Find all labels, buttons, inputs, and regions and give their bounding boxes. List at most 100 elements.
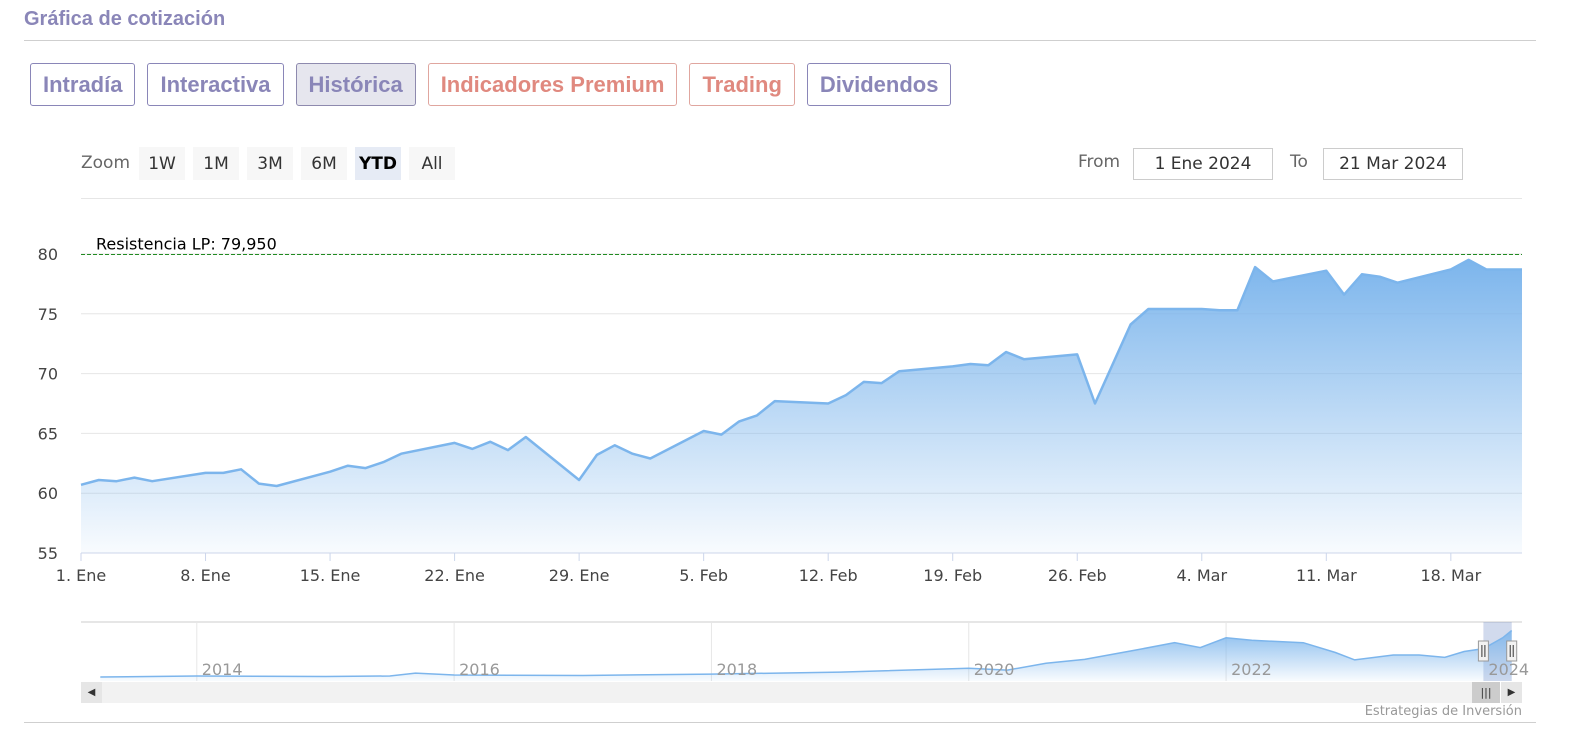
x-tick-label: 5. Feb (679, 566, 728, 585)
zoom-all-button[interactable]: All (409, 147, 455, 180)
price-point[interactable] (1320, 265, 1332, 277)
price-point[interactable] (1196, 303, 1208, 315)
price-point[interactable] (840, 389, 852, 401)
price-point[interactable] (1000, 346, 1012, 358)
x-tick-label: 19. Feb (923, 566, 982, 585)
price-point[interactable] (965, 358, 977, 370)
price-point[interactable] (1231, 304, 1243, 316)
scrollbar-track[interactable] (102, 682, 1481, 703)
price-point[interactable] (733, 415, 745, 427)
x-tick-label: 4. Mar (1177, 566, 1228, 585)
tab-indicadores-premium[interactable]: Indicadores Premium (427, 63, 678, 106)
price-point[interactable] (822, 398, 834, 410)
price-point[interactable] (1374, 271, 1386, 283)
price-point[interactable] (627, 448, 639, 460)
navigator-handle[interactable] (1477, 640, 1489, 662)
price-area (81, 259, 1522, 553)
y-tick-label: 60 (38, 484, 58, 503)
price-point[interactable] (146, 475, 158, 487)
price-point[interactable] (769, 395, 781, 407)
price-point[interactable] (1356, 268, 1368, 280)
price-point[interactable] (715, 429, 727, 441)
price-point[interactable] (1445, 264, 1457, 276)
price-point[interactable] (1107, 358, 1119, 370)
navigator-year-label: 2022 (1231, 660, 1272, 679)
tab-trading[interactable]: Trading (689, 63, 795, 106)
y-tick-label: 55 (38, 544, 58, 563)
handle-grip-icon (1506, 640, 1518, 662)
arrow-right-icon: ▶ (1507, 687, 1516, 698)
price-point[interactable] (217, 467, 229, 479)
price-point[interactable] (324, 466, 336, 478)
price-point[interactable] (1089, 398, 1101, 410)
price-point[interactable] (377, 456, 389, 468)
zoom-6m-button[interactable]: 6M (301, 147, 347, 180)
price-point[interactable] (573, 474, 585, 486)
x-tick-label: 15. Ene (300, 566, 361, 585)
x-tick-label: 22. Ene (424, 566, 485, 585)
price-point[interactable] (1267, 276, 1279, 288)
scroll-right-button[interactable]: ▶ (1501, 682, 1522, 703)
grip-icon: ||| (1480, 686, 1492, 699)
zoom-1m-button[interactable]: 1M (193, 147, 239, 180)
price-point[interactable] (449, 437, 461, 449)
price-point[interactable] (609, 439, 621, 451)
price-point[interactable] (591, 449, 603, 461)
price-point[interactable] (253, 478, 265, 490)
zoom-3m-button[interactable]: 3M (247, 147, 293, 180)
price-point[interactable] (893, 365, 905, 377)
price-point[interactable] (1142, 303, 1154, 315)
price-line (80, 258, 1522, 488)
price-point[interactable] (360, 462, 372, 474)
from-label: From (1078, 152, 1121, 172)
tab-dividendos[interactable]: Dividendos (806, 63, 952, 106)
price-point[interactable] (858, 376, 870, 388)
price-point[interactable] (484, 436, 496, 448)
price-point[interactable] (342, 460, 354, 472)
price-point[interactable] (1071, 348, 1083, 360)
price-point[interactable] (876, 377, 888, 389)
price-point[interactable] (1214, 304, 1226, 316)
price-point[interactable] (1480, 264, 1492, 276)
price-point[interactable] (1338, 289, 1350, 301)
price-point[interactable] (698, 425, 710, 437)
price-point[interactable] (271, 480, 283, 492)
price-point[interactable] (75, 479, 87, 491)
price-point[interactable] (751, 409, 763, 421)
price-point[interactable] (1463, 254, 1475, 266)
price-point[interactable] (235, 463, 247, 475)
to-date-input[interactable]: 21 Mar 2024 (1323, 148, 1463, 180)
price-point[interactable] (982, 359, 994, 371)
price-point[interactable] (1249, 261, 1261, 273)
price-point[interactable] (93, 474, 105, 486)
price-point[interactable] (111, 475, 123, 487)
price-point[interactable] (947, 360, 959, 372)
tab-intradia[interactable]: Intradía (30, 63, 136, 106)
navigator-area (100, 630, 1512, 681)
price-point[interactable] (502, 444, 514, 456)
x-tick-label: 26. Feb (1048, 566, 1107, 585)
zoom-ytd-button[interactable]: YTD (355, 147, 401, 180)
tab-historica[interactable]: Histórica (295, 63, 416, 106)
y-tick-label: 80 (38, 245, 58, 264)
price-point[interactable] (1125, 319, 1137, 331)
arrow-left-icon: ◀ (87, 687, 96, 698)
price-point[interactable] (1392, 277, 1404, 289)
price-point[interactable] (1018, 353, 1030, 365)
navigator-handle[interactable] (1506, 640, 1518, 662)
price-point[interactable] (1498, 264, 1510, 276)
price-point[interactable] (395, 448, 407, 460)
price-point[interactable] (128, 472, 140, 484)
scrollbar-thumb[interactable]: ||| (1472, 682, 1500, 703)
zoom-1w-button[interactable]: 1W (139, 147, 185, 180)
tab-interactiva[interactable]: Interactiva (147, 63, 284, 106)
bottom-divider (24, 722, 1536, 723)
scroll-left-button[interactable]: ◀ (81, 682, 102, 703)
price-point[interactable] (200, 467, 212, 479)
from-date-input[interactable]: 1 Ene 2024 (1133, 148, 1273, 180)
resistance-label: Resistencia LP: 79,950 (96, 235, 277, 254)
price-point[interactable] (644, 453, 656, 465)
price-point[interactable] (466, 443, 478, 455)
price-point[interactable] (520, 431, 532, 443)
